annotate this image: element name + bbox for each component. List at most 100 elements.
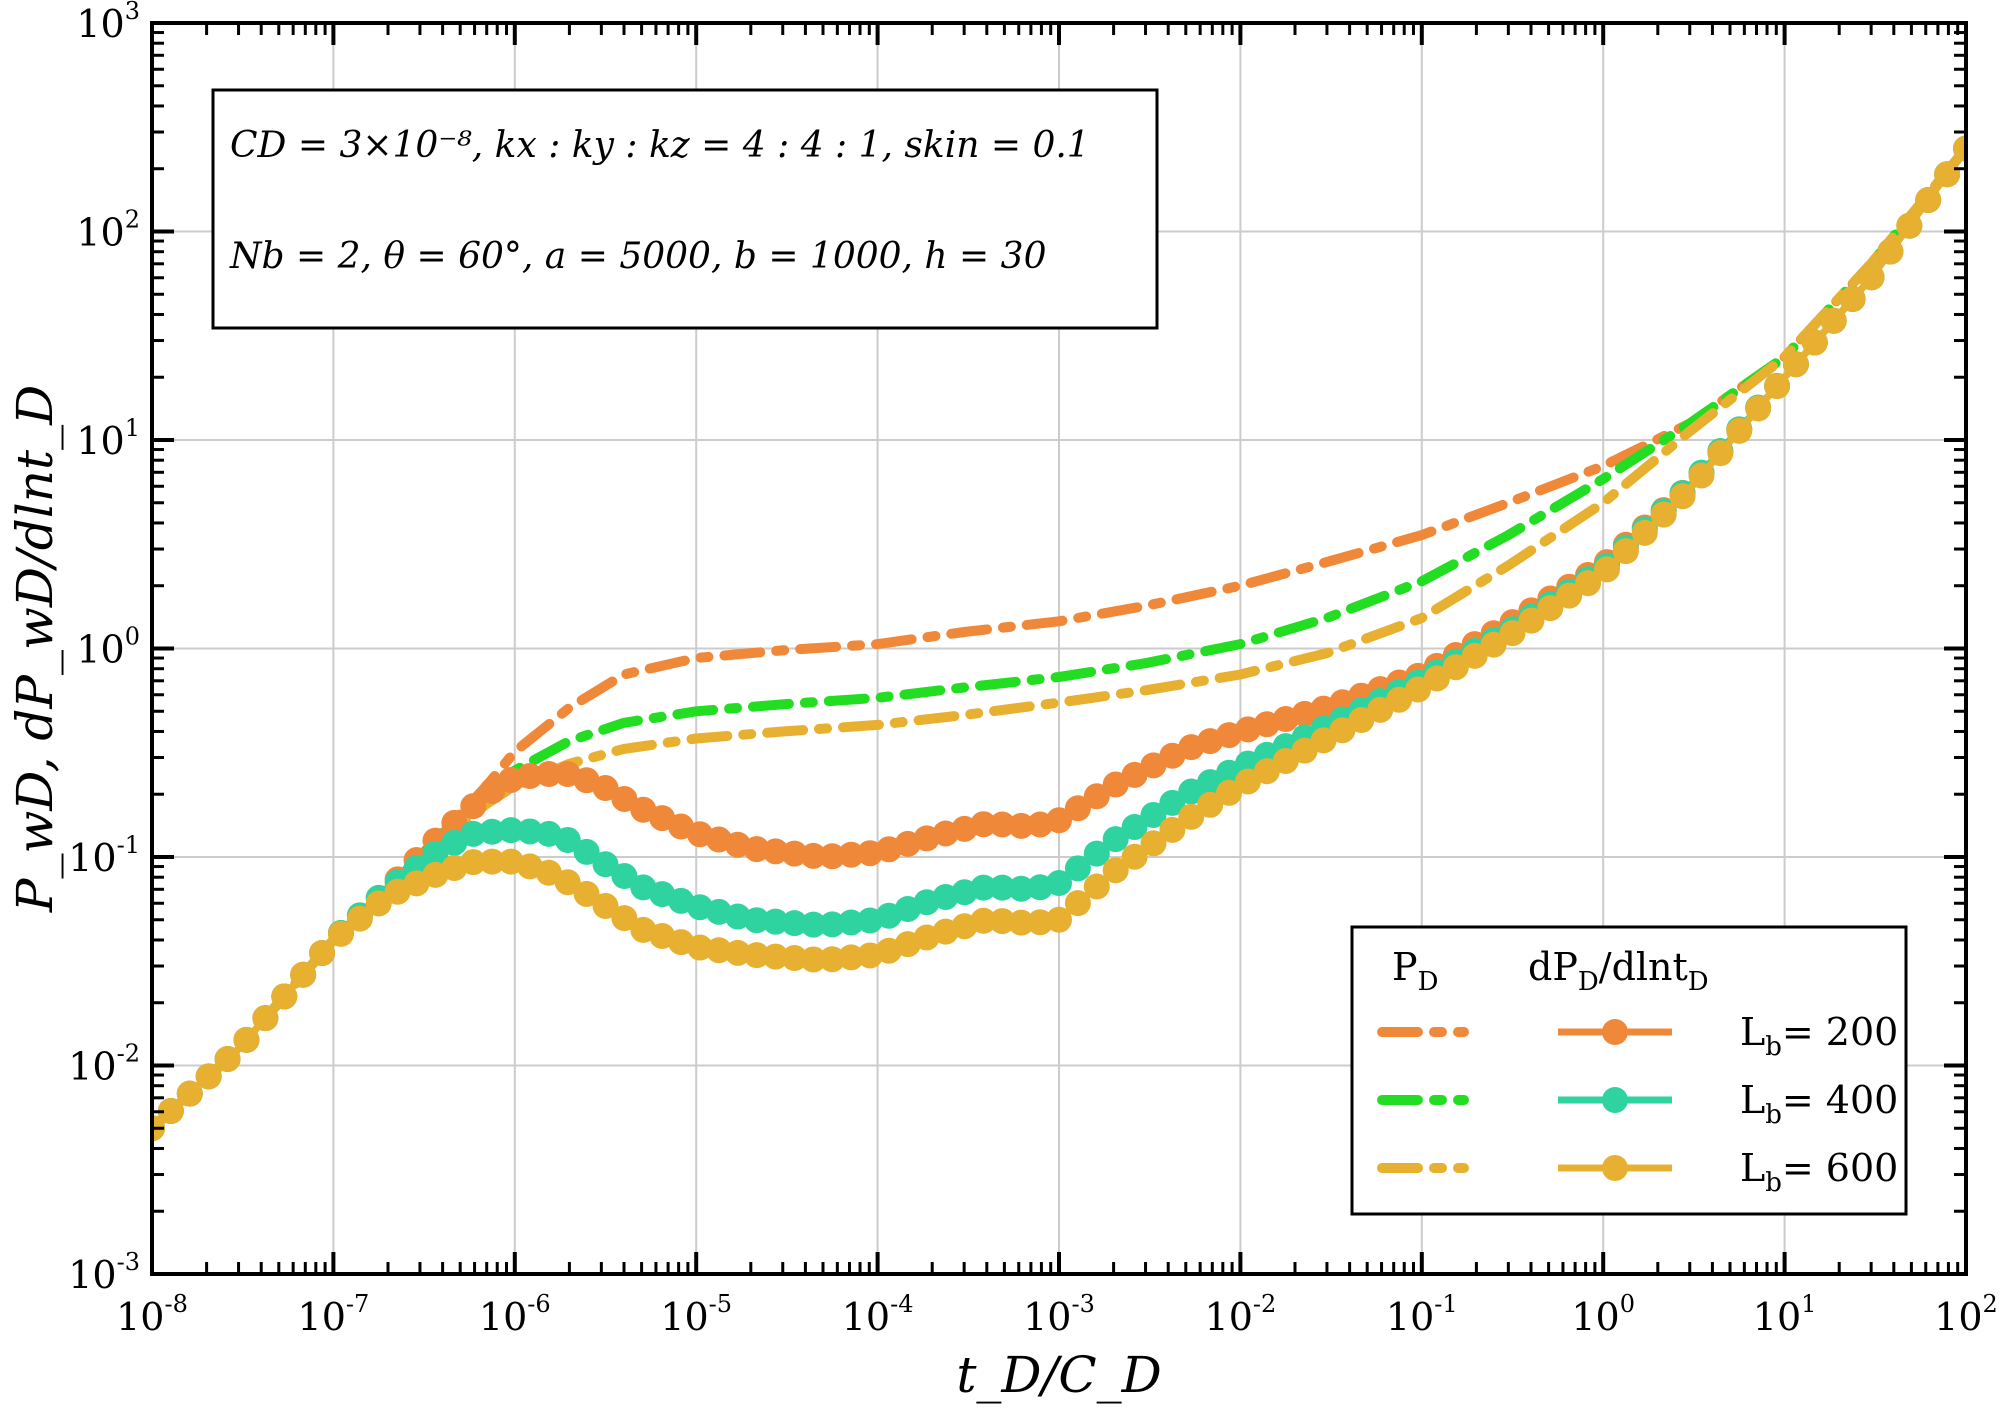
legend-row: Lb= 600 — [1377, 1146, 1898, 1198]
annotation-line-2: Nb = 2, θ = 60°, a = 5000, b = 1000, h =… — [229, 236, 1046, 277]
derivative-marker — [989, 874, 1016, 901]
legend-row: Lb= 200 — [1377, 1010, 1898, 1062]
x-tick-label: 10-2 — [1205, 1290, 1277, 1339]
derivative-marker — [498, 817, 525, 844]
derivative-marker — [1159, 789, 1186, 816]
x-tick-label: 102 — [1934, 1290, 1998, 1339]
derivative-marker — [535, 761, 562, 788]
derivative-marker — [1064, 890, 1091, 917]
derivative-marker — [554, 869, 581, 896]
derivative-marker — [365, 890, 392, 917]
derivative-marker — [460, 820, 487, 847]
x-tick-label: 10-4 — [842, 1290, 914, 1339]
derivative-marker — [743, 836, 770, 863]
derivative-marker — [1782, 351, 1809, 378]
derivative-marker — [573, 880, 600, 907]
x-tick-label: 10-6 — [479, 1290, 551, 1339]
derivative-marker — [422, 840, 449, 867]
derivative-marker — [1915, 187, 1942, 214]
derivative-marker — [1046, 807, 1072, 834]
derivative-marker — [1688, 462, 1715, 489]
derivative-marker — [819, 946, 846, 973]
legend-rows: Lb= 200 Lb= 400 Lb= 600 — [1377, 1010, 1898, 1198]
derivative-marker — [1423, 665, 1450, 692]
y-tick-label: 10-2 — [68, 1040, 140, 1089]
derivative-marker — [176, 1080, 203, 1107]
legend-derivative-marker — [1602, 1019, 1628, 1045]
legend-header-dpd: dPD/dlntD — [1528, 945, 1709, 997]
derivative-marker — [346, 905, 373, 932]
derivative-marker — [1518, 607, 1545, 634]
x-tick-label: 10-8 — [116, 1290, 188, 1339]
y-tick-label: 102 — [76, 206, 140, 255]
derivative-marker — [1140, 801, 1167, 828]
series-layer — [152, 135, 1966, 1142]
derivative-marker — [800, 911, 827, 938]
derivative-marker — [1178, 803, 1205, 830]
parameter-annotation-box: CD = 3×10⁻⁸, kx : ky : kz = 4 : 4 : 1, s… — [211, 88, 1159, 330]
derivative-marker — [1197, 791, 1224, 818]
derivative-marker — [214, 1046, 241, 1073]
derivative-marker — [1726, 417, 1753, 444]
derivative-marker — [762, 838, 789, 865]
derivative-marker — [611, 863, 638, 890]
derivative-marker — [1442, 654, 1469, 681]
derivative-marker — [290, 961, 317, 988]
derivative-marker — [1820, 307, 1847, 334]
derivative-marker — [970, 907, 997, 934]
derivative-marker — [460, 849, 487, 876]
derivative-marker — [309, 940, 336, 967]
derivative-marker — [1064, 855, 1091, 882]
derivative-marker — [611, 905, 638, 932]
derivative-marker — [271, 983, 298, 1010]
derivative-marker — [1008, 812, 1035, 839]
derivative-marker — [195, 1063, 222, 1090]
x-tick-label: 10-5 — [660, 1290, 732, 1339]
derivative-marker — [1083, 783, 1110, 810]
derivative-marker — [762, 943, 789, 970]
derivative-marker — [1556, 582, 1583, 609]
derivative-marker — [1216, 779, 1243, 806]
derivative-marker — [1102, 857, 1129, 884]
derivative-marker — [819, 843, 846, 870]
derivative-marker — [743, 907, 770, 934]
derivative-marker — [592, 775, 619, 802]
derivative-marker — [460, 793, 487, 820]
x-tick-label: 10-1 — [1386, 1290, 1458, 1339]
legend-label: Lb= 600 — [1740, 1146, 1898, 1198]
derivative-marker — [1027, 909, 1054, 936]
derivative-marker — [1121, 814, 1148, 841]
derivative-marker — [762, 908, 789, 935]
derivative-marker — [800, 946, 827, 973]
derivative-marker — [611, 785, 638, 812]
derivative-marker — [1575, 570, 1602, 597]
derivative-marker — [743, 942, 770, 969]
derivative-marker — [1480, 631, 1507, 658]
derivative-marker — [819, 911, 846, 938]
derivative-marker — [479, 778, 506, 805]
derivative-marker — [781, 910, 808, 937]
derivative-marker — [1537, 595, 1564, 622]
derivative-marker — [989, 811, 1016, 838]
series-derivative-5 — [152, 135, 1966, 1142]
derivative-marker — [233, 1026, 260, 1053]
derivative-marker — [1745, 395, 1772, 422]
legend-label: Lb= 400 — [1740, 1078, 1898, 1130]
derivative-marker — [724, 939, 751, 966]
annotation-frame — [211, 88, 1159, 330]
tick-labels: 10-8 10-7 10-6 10-5 10-4 10-3 10-2 10-1 100 101 10… — [68, 0, 1998, 1339]
derivative-marker — [1064, 795, 1091, 822]
derivative-marker — [1707, 440, 1734, 467]
y-axis-title: P_wD, dP_wD/dlnt_D — [6, 385, 64, 913]
derivative-marker — [554, 826, 581, 853]
derivative-marker — [252, 1005, 279, 1032]
y-tick-label: 10-1 — [68, 831, 140, 880]
legend-row: Lb= 400 — [1377, 1078, 1898, 1130]
derivative-marker — [781, 840, 808, 867]
derivative-marker — [1764, 373, 1791, 400]
y-tick-label: 10-3 — [68, 1248, 140, 1297]
derivative-marker — [1612, 538, 1639, 565]
x-tick-label: 10-3 — [1023, 1290, 1095, 1339]
legend-derivative-marker — [1602, 1155, 1628, 1181]
derivative-marker — [1499, 620, 1526, 647]
